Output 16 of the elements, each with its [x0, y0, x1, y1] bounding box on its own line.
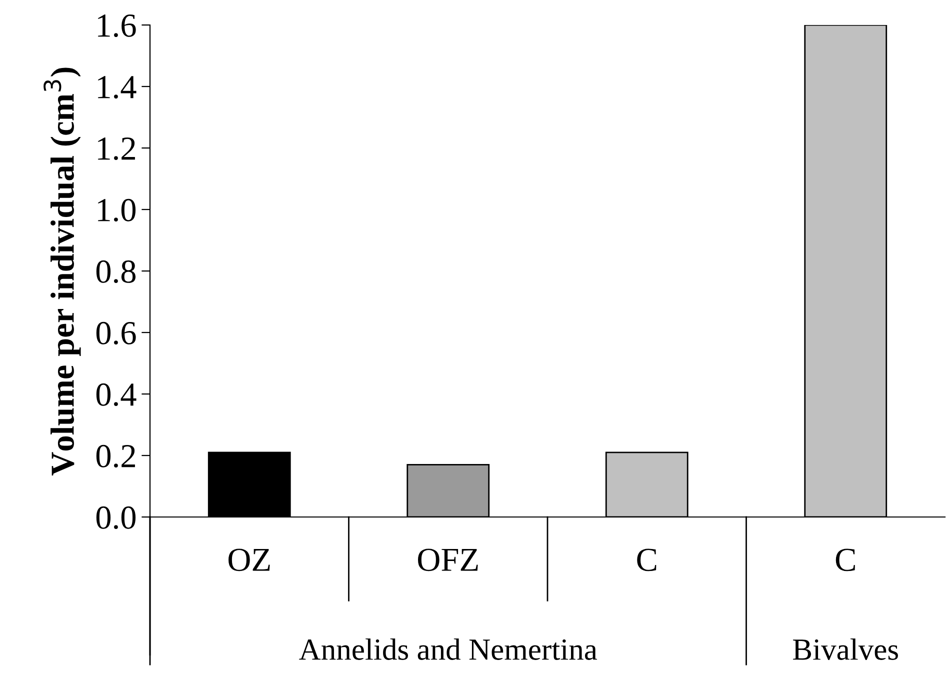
- y-tick-label: 1.0: [98, 198, 136, 222]
- text: Annelids and Nemertina: [299, 638, 598, 660]
- y-tick-label: 0.6: [96, 322, 136, 345]
- text: Bivalves: [793, 638, 898, 660]
- x-tick-label: C: [836, 548, 855, 572]
- y-axis-title: Volume per individual (cm$^{3}$): [44, 68, 81, 476]
- y-tick-label: 0.8: [96, 260, 136, 284]
- y-tick-label: 0.4: [96, 383, 136, 406]
- y-tick-label: 0.2: [96, 444, 135, 468]
- x-tick-label: C: [637, 548, 656, 572]
- y-tick-label: 1.4: [98, 76, 136, 99]
- x-tick-label: OZ: [228, 548, 270, 572]
- y-tick-label: 0.0: [96, 506, 136, 530]
- y-tick-label: 1.2: [98, 137, 135, 160]
- x-tick-label: OFZ: [418, 548, 478, 572]
- y-tick-label: 1.6: [98, 14, 136, 38]
